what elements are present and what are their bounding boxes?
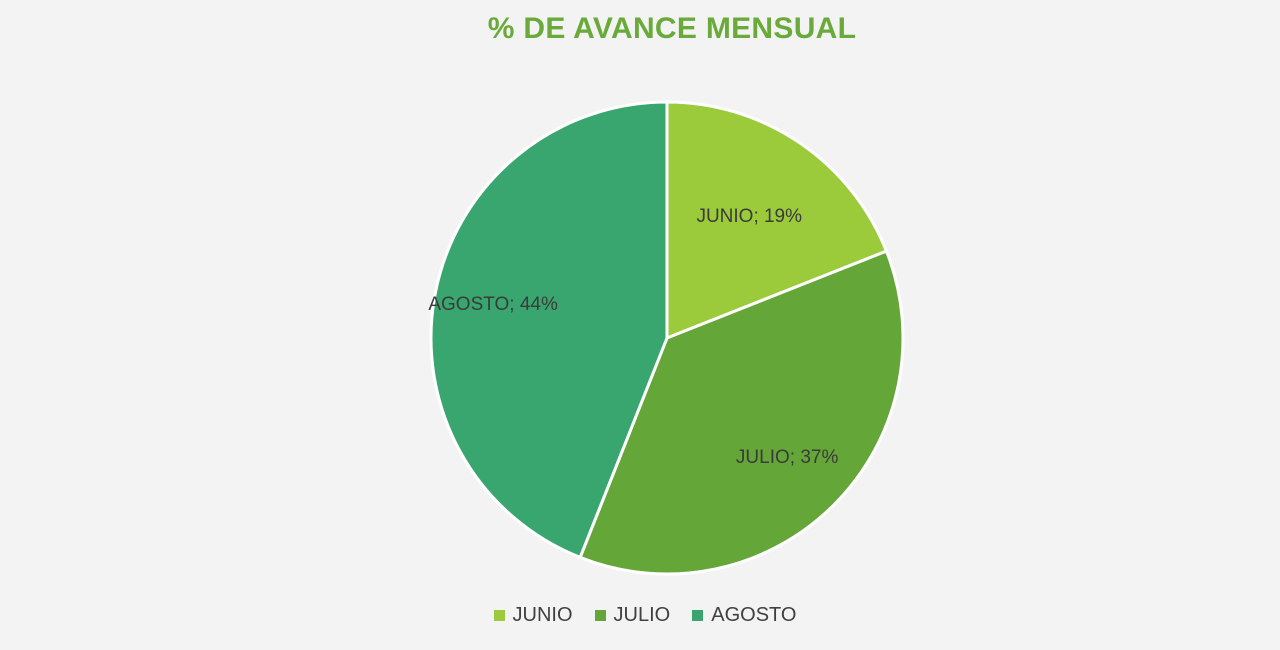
pie-slices [429,100,905,576]
legend-swatch-junio [493,610,505,621]
legend-label-junio: JUNIO [512,604,573,626]
pie-data-labels: JUNIO; 19% JULIO; 37% AGOSTO; 44% [428,206,838,468]
data-label-julio: JULIO; 37% [736,447,839,468]
pie-slice-julio [578,249,905,576]
data-label-junio: JUNIO; 19% [696,206,802,227]
pie-chart: JUNIO; 19% JULIO; 37% AGOSTO; 44% [428,100,905,576]
legend-item-junio: JUNIO [493,604,573,627]
legend-swatch-julio [594,610,606,621]
legend-label-agosto: AGOSTO [711,604,797,626]
chart-title: % DE AVANCE MENSUAL [487,12,857,45]
legend-item-julio: JULIO [594,604,671,627]
legend-label-julio: JULIO [613,604,671,626]
data-label-agosto: AGOSTO; 44% [428,294,558,315]
legend-item-agosto: AGOSTO [692,604,796,627]
legend-swatch-agosto [692,610,704,621]
pie-slice-agosto [429,100,669,559]
pie-slice-junio [665,100,888,340]
legend: JUNIO JULIO AGOSTO [0,604,1280,627]
